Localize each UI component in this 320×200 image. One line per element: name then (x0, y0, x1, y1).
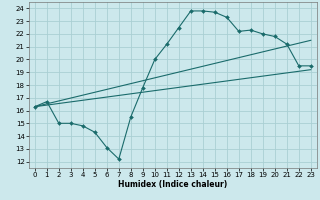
X-axis label: Humidex (Indice chaleur): Humidex (Indice chaleur) (118, 180, 228, 189)
